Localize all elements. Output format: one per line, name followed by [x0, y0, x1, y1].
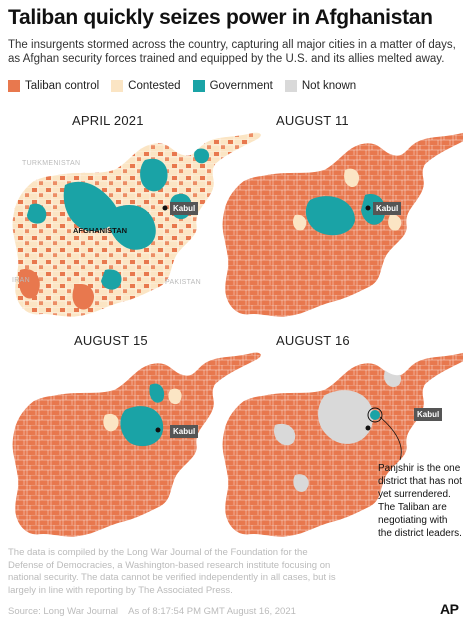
kabul-label-aug16: Kabul — [414, 408, 443, 421]
contested-region-north — [344, 168, 360, 188]
kabul-label-april: Kabul — [170, 202, 199, 215]
legend-label-taliban: Taliban control — [25, 80, 100, 92]
taliban-region-south — [72, 284, 95, 310]
gov-region-center — [108, 205, 156, 250]
ap-logo: AP — [440, 601, 459, 617]
unknown-region-west — [274, 423, 296, 446]
panel-label-april: APRIL 2021 — [72, 113, 144, 128]
source-line: Source: Long War Journal As of 8:17:54 P… — [8, 606, 304, 617]
panjshir-callout: Panjshir is the one district that has no… — [378, 463, 462, 539]
panjshir-circle — [367, 407, 383, 423]
legend-swatch-not-known — [284, 80, 297, 92]
gov-region-center — [120, 406, 164, 447]
legend-swatch-government — [192, 80, 205, 92]
map-august-11 — [221, 131, 463, 318]
gov-region-herat — [27, 203, 47, 224]
page-title: Taliban quickly seizes power in Afghanis… — [8, 6, 433, 29]
panel-label-aug16: AUGUST 16 — [276, 333, 350, 348]
contested-region-northeast — [168, 388, 182, 405]
callout-line — [379, 416, 402, 461]
gov-region-center — [305, 196, 355, 236]
footnote: The data is compiled by the Long War Jou… — [8, 547, 336, 596]
panjshir-region — [370, 410, 380, 420]
legend: Taliban control Contested Government Not… — [8, 79, 368, 93]
kabul-marker-april — [162, 205, 168, 211]
legend-swatch-contested — [111, 80, 124, 92]
legend-label-not-known: Not known — [301, 80, 357, 92]
unknown-region-south — [293, 474, 309, 492]
source-text: Source: Long War Journal — [8, 606, 119, 617]
label-afghanistan: AFGHANISTAN — [73, 226, 128, 235]
gov-region-northeast — [140, 158, 168, 192]
kabul-label-aug15: Kabul — [170, 425, 199, 438]
kabul-marker-aug11 — [365, 205, 371, 211]
gov-region-kandahar — [101, 269, 122, 290]
contested-region-east — [388, 214, 402, 231]
timestamp-text: As of 8:17:54 PM GMT August 16, 2021 — [128, 606, 296, 617]
kabul-marker-aug15 — [155, 427, 161, 433]
kabul-label-aug11: Kabul — [373, 202, 402, 215]
legend-government: Government — [192, 80, 273, 92]
kabul-marker-aug16 — [365, 425, 371, 431]
label-turkmenistan: TURKMENISTAN — [22, 160, 81, 167]
contested-region-center — [103, 413, 119, 432]
legend-not-known: Not known — [284, 80, 357, 92]
gov-region-north — [149, 383, 165, 403]
legend-taliban: Taliban control — [8, 80, 99, 92]
panel-label-aug11: AUGUST 11 — [276, 113, 349, 128]
gov-region-north — [63, 181, 118, 231]
gov-region-badakhshan — [194, 148, 210, 164]
unknown-region-center — [318, 390, 374, 444]
label-iran: IRAN — [12, 277, 30, 284]
legend-swatch-taliban — [8, 80, 20, 92]
panel-label-aug15: AUGUST 15 — [74, 333, 148, 348]
map-august-16 — [221, 351, 463, 538]
legend-contested: Contested — [111, 80, 181, 92]
legend-label-government: Government — [209, 80, 273, 92]
label-pakistan: PAKISTAN — [165, 279, 201, 286]
taliban-region-southwest — [18, 269, 40, 299]
page-subtitle: The insurgents stormed across the countr… — [8, 39, 456, 65]
legend-label-contested: Contested — [128, 80, 181, 92]
contested-region-west — [292, 214, 307, 231]
map-august-15 — [11, 351, 262, 538]
